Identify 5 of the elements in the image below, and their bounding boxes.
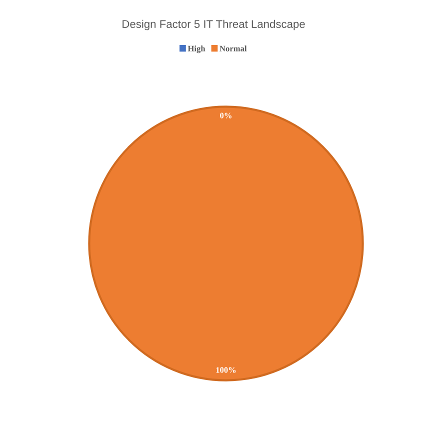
legend-label: Normal [220,46,247,52]
text: 0% [220,112,232,118]
chart-title: Design Factor 5 IT Threat Landscape [122,20,305,30]
data-label: 100% [216,367,236,373]
legend-label: High [188,46,206,54]
